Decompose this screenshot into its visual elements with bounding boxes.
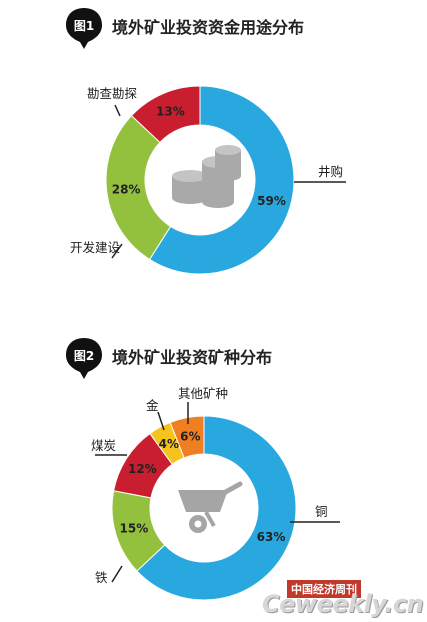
slice-value-label: 13%	[156, 105, 185, 119]
chart2: 63% 15% 12%4%6% 铜 铁 煤炭 金 其他矿种	[91, 386, 340, 601]
label-jinggou: 井购	[318, 164, 343, 179]
label-kaifajianshe: 开发建设	[70, 240, 121, 255]
donut-slice	[169, 415, 205, 459]
figure1-title: 境外矿业投资资金用途分布	[112, 18, 305, 37]
donut-slice	[136, 415, 297, 601]
figure1-badge: 图1	[66, 8, 102, 49]
leader-lines-2	[95, 402, 340, 583]
label-jin: 金	[146, 398, 159, 413]
coins-stack-icon	[172, 145, 241, 208]
donut-slice	[130, 85, 201, 144]
slice-value-label: 63%	[257, 530, 286, 544]
label-tong: 铜	[315, 504, 328, 519]
slice-value-label: 12%	[128, 462, 157, 476]
watermark-brand: 中国经济周刊	[287, 580, 361, 598]
label-kanchakantan: 勘查勘探	[87, 86, 138, 101]
leader-lines-1	[111, 104, 346, 259]
watermark-site: Ceweekly.cn	[262, 590, 424, 618]
figure2-badge-text: 图2	[74, 349, 94, 363]
slice-value-label: 6%	[180, 429, 200, 443]
slice-value-label: 59%	[257, 194, 286, 208]
slice-value-label: 4%	[159, 437, 179, 451]
label-qitakuangzhong: 其他矿种	[178, 386, 228, 401]
figure2-title: 境外矿业投资矿种分布	[112, 348, 273, 367]
donut-slice	[148, 85, 295, 275]
label-tie: 铁	[95, 570, 108, 585]
chart1: 59% 28% 13% 井购 开发建设 勘查勘探	[70, 85, 346, 275]
figure2-badge: 图2	[66, 338, 102, 379]
slice-value-label: 15%	[120, 521, 149, 535]
donut-slice	[105, 114, 172, 261]
slice-value-label: 28%	[112, 182, 141, 196]
figure1-badge-text: 图1	[74, 19, 94, 33]
wheelbarrow-icon	[178, 481, 243, 533]
label-meitan: 煤炭	[91, 438, 116, 453]
